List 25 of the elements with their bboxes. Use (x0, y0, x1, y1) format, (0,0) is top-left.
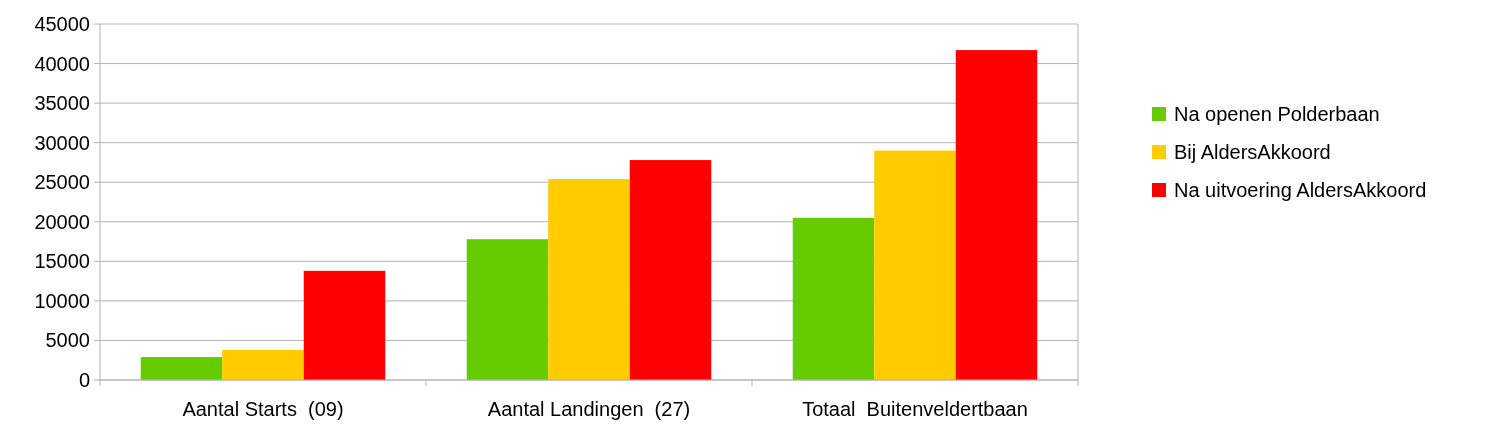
y-tick-label: 40000 (34, 52, 90, 75)
y-tick-label: 0 (78, 369, 90, 391)
legend-label: Na uitvoering AldersAkkoord (1174, 179, 1427, 201)
bar (466, 239, 549, 380)
bar (548, 179, 630, 380)
x-tick-label: Aantal Starts (09) (182, 398, 344, 420)
bar (874, 150, 956, 380)
y-tick-label: 20000 (34, 210, 90, 233)
legend-label: Bij AldersAkkoord (1174, 141, 1331, 163)
bar (140, 357, 223, 380)
y-tick-label: 45000 (34, 13, 90, 35)
x-tick-label: Aantal Landingen (27) (487, 398, 691, 420)
x-tick-label: Totaal Buitenveldertbaan (802, 398, 1028, 420)
legend-label: Na openen Polderbaan (1174, 103, 1380, 125)
y-tick-label: 25000 (34, 171, 90, 194)
bar (303, 270, 386, 380)
y-tick-label: 10000 (34, 289, 90, 312)
y-tick-label: 15000 (34, 250, 90, 273)
y-tick-label: 35000 (34, 92, 90, 115)
bar (792, 217, 875, 380)
bar (955, 50, 1038, 380)
y-tick-label: 5000 (45, 329, 90, 352)
bar (222, 349, 304, 380)
bar (629, 160, 712, 380)
y-tick-label: 30000 (34, 131, 90, 154)
